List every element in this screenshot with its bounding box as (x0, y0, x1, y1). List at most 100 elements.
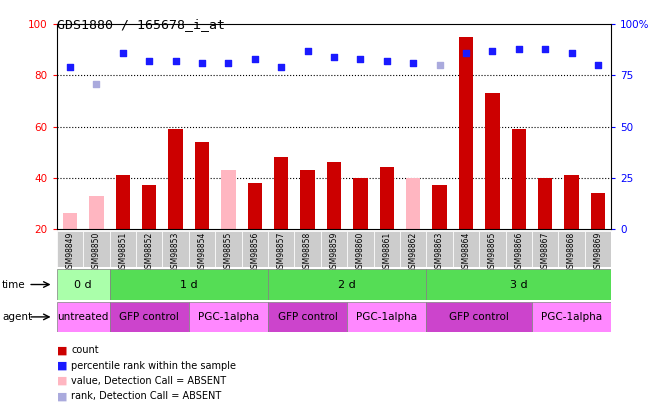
Bar (321, 231, 347, 267)
Point (144, 58, 154, 64)
Text: ■: ■ (57, 345, 67, 355)
Text: GSM98869: GSM98869 (594, 232, 603, 273)
Bar (248, 183, 262, 229)
Text: GFP control: GFP control (450, 312, 509, 322)
Bar (426, 231, 453, 267)
Bar (485, 93, 500, 229)
Bar (512, 129, 526, 229)
Bar (532, 231, 558, 267)
Point (329, 54, 339, 60)
Text: value, Detection Call = ABSENT: value, Detection Call = ABSENT (71, 376, 226, 386)
Bar (136, 231, 162, 267)
Bar (584, 231, 611, 267)
Bar (268, 269, 426, 300)
Text: count: count (71, 345, 99, 355)
Bar (189, 302, 268, 332)
Bar (274, 157, 289, 229)
Text: GFP control: GFP control (278, 312, 337, 322)
Bar (459, 37, 473, 229)
Point (91, 80, 102, 87)
Bar (268, 231, 295, 267)
Bar (162, 231, 189, 267)
Text: GSM98855: GSM98855 (224, 232, 233, 273)
Point (355, 56, 366, 62)
Text: rank, Detection Call = ABSENT: rank, Detection Call = ABSENT (71, 392, 222, 401)
Bar (110, 269, 268, 300)
Point (408, 60, 419, 66)
Text: agent: agent (2, 312, 32, 322)
Bar (432, 185, 447, 229)
Text: GSM98852: GSM98852 (145, 232, 154, 273)
Bar (564, 175, 579, 229)
Bar (57, 302, 110, 332)
Text: GSM98868: GSM98868 (567, 232, 576, 273)
Bar (426, 302, 532, 332)
Point (118, 50, 128, 56)
Point (566, 50, 577, 56)
Text: time: time (2, 279, 25, 290)
Bar (57, 231, 84, 267)
Bar (116, 175, 130, 229)
Point (223, 60, 234, 66)
Bar (189, 231, 215, 267)
Bar (84, 231, 110, 267)
Text: 0 d: 0 d (74, 279, 92, 290)
Point (434, 62, 445, 68)
Bar (301, 170, 315, 229)
Bar (57, 269, 110, 300)
Text: GSM98864: GSM98864 (462, 232, 470, 273)
Bar (591, 193, 605, 229)
Text: ■: ■ (57, 392, 67, 401)
Bar (379, 168, 394, 229)
Text: GSM98856: GSM98856 (250, 232, 259, 273)
Text: GSM98858: GSM98858 (303, 232, 312, 273)
Text: GSM98860: GSM98860 (356, 232, 365, 273)
Point (381, 58, 392, 64)
Bar (506, 231, 532, 267)
Text: GSM98863: GSM98863 (435, 232, 444, 273)
Bar (168, 129, 183, 229)
Text: GSM98865: GSM98865 (488, 232, 497, 273)
Bar (479, 231, 506, 267)
Point (170, 58, 181, 64)
Bar (195, 142, 209, 229)
Bar (347, 302, 426, 332)
Text: ■: ■ (57, 361, 67, 371)
Bar (347, 231, 373, 267)
Bar (63, 213, 77, 229)
Text: GSM98867: GSM98867 (540, 232, 550, 273)
Point (302, 48, 313, 54)
Point (461, 50, 472, 56)
Bar (242, 231, 268, 267)
Text: GSM98857: GSM98857 (277, 232, 286, 273)
Bar (353, 178, 367, 229)
Text: percentile rank within the sample: percentile rank within the sample (71, 361, 236, 371)
Text: GSM98849: GSM98849 (65, 232, 74, 273)
Text: PGC-1alpha: PGC-1alpha (541, 312, 602, 322)
Point (487, 48, 498, 54)
Text: untreated: untreated (57, 312, 109, 322)
Point (65, 64, 75, 70)
Bar (426, 269, 611, 300)
Bar (532, 302, 611, 332)
Text: GSM98851: GSM98851 (118, 232, 128, 273)
Text: GFP control: GFP control (120, 312, 179, 322)
Point (249, 56, 260, 62)
Bar (110, 231, 136, 267)
Bar (327, 162, 341, 229)
Text: 1 d: 1 d (180, 279, 198, 290)
Bar (215, 231, 242, 267)
Bar (538, 178, 552, 229)
Text: GSM98850: GSM98850 (92, 232, 101, 273)
Bar (89, 196, 104, 229)
Point (276, 64, 287, 70)
Point (514, 46, 524, 52)
Bar (110, 302, 189, 332)
Point (196, 60, 207, 66)
Text: 3 d: 3 d (510, 279, 528, 290)
Bar (142, 185, 156, 229)
Text: GSM98853: GSM98853 (171, 232, 180, 273)
Text: GSM98866: GSM98866 (514, 232, 523, 273)
Text: 2 d: 2 d (338, 279, 356, 290)
Text: GSM98859: GSM98859 (329, 232, 339, 273)
